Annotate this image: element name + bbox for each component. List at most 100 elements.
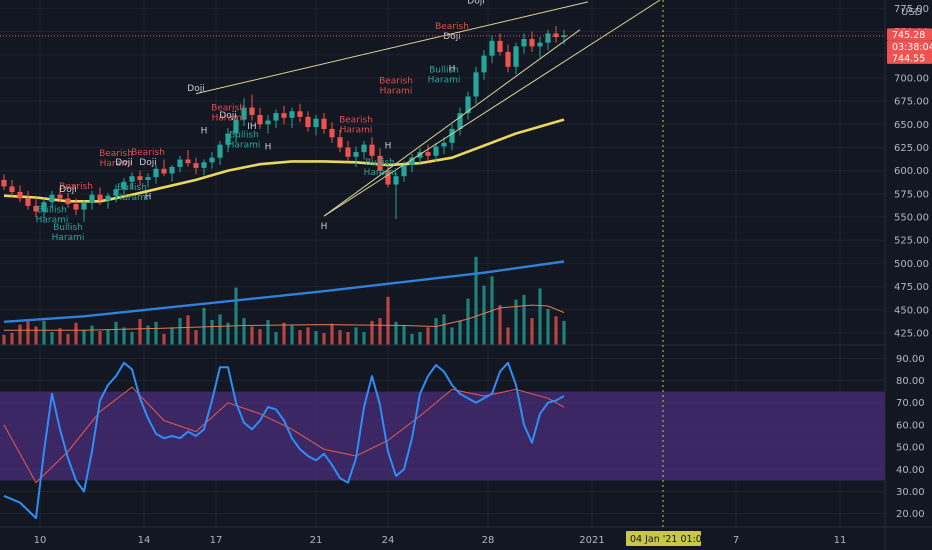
trend-line xyxy=(323,29,581,217)
candle-body xyxy=(281,113,287,118)
pattern-label-line: Bearish xyxy=(379,76,413,86)
stoch-tick-label: 40.00 xyxy=(896,465,925,476)
stoch-axis[interactable]: 90.00 80.00 70.00 60.00 50.00 40.00 30.00 20.00 xyxy=(896,354,925,520)
pattern-label-line: H xyxy=(321,222,328,232)
pattern-label-line: Harami xyxy=(380,86,413,96)
candle-body xyxy=(473,72,479,97)
candle-body xyxy=(313,118,319,128)
volume-bar xyxy=(402,325,406,345)
volume-bar xyxy=(42,320,46,345)
pattern-label-line: Bearish xyxy=(99,149,133,159)
volume-bar xyxy=(282,322,286,345)
pattern-label: H xyxy=(385,141,392,151)
prev-close-badge-bg xyxy=(887,51,932,64)
volume-bar xyxy=(74,322,78,345)
volume-bar xyxy=(194,330,198,345)
volume-bar xyxy=(2,334,6,345)
price-tick-label: 650.00 xyxy=(894,120,929,131)
candle-body xyxy=(9,186,15,192)
candle-body xyxy=(217,144,223,158)
candle-body xyxy=(433,146,439,156)
candle-body xyxy=(145,177,151,180)
pattern-label: Bearish xyxy=(131,148,165,158)
time-tick-label: 7 xyxy=(733,535,739,546)
pattern-label: Bearish xyxy=(435,22,469,32)
pattern-label-line: Bullish xyxy=(37,205,67,215)
pattern-label: Doji xyxy=(219,111,236,121)
candle-body xyxy=(57,194,63,199)
pattern-label: IH xyxy=(247,122,256,132)
pattern-label-line: Harami xyxy=(36,215,69,225)
candle-body xyxy=(297,111,303,117)
candle-body xyxy=(505,51,511,67)
pattern-label-line: Bullish xyxy=(53,223,83,233)
time-tick-label: 28 xyxy=(482,535,495,546)
volume-bar xyxy=(82,330,86,345)
pattern-label-line: Bearish xyxy=(435,22,469,32)
volume-bar xyxy=(50,332,54,345)
volume-bar xyxy=(442,314,446,345)
volume-bar xyxy=(274,332,278,345)
candle-body xyxy=(97,194,103,201)
candle-body xyxy=(465,96,471,114)
pattern-label: Bearish xyxy=(59,182,93,192)
candle-body xyxy=(425,152,431,156)
price-tick-label: 775.00 xyxy=(894,4,929,15)
candle-body xyxy=(361,144,367,153)
volume-bar xyxy=(554,316,558,345)
candle-body xyxy=(337,137,343,148)
pattern-label: Bearish Harami xyxy=(379,76,413,96)
volume-bar xyxy=(426,327,430,345)
pattern-label-line: Doji xyxy=(443,32,460,42)
time-tick-label: 2021 xyxy=(579,535,604,546)
currency-label: USD xyxy=(901,7,923,18)
candle-body xyxy=(529,38,535,47)
price-tick-label: 575.00 xyxy=(894,189,929,200)
volume-bar xyxy=(114,321,118,345)
volume-bar xyxy=(98,331,102,345)
volume-bar xyxy=(450,327,454,345)
volume-bar xyxy=(498,305,502,345)
pattern-label: Bullish Harami xyxy=(364,158,397,178)
pattern-label-line: Doji xyxy=(139,158,156,168)
candle-body xyxy=(489,40,495,56)
volume-bar xyxy=(138,319,142,345)
volume-bar xyxy=(354,327,358,345)
volume-bar xyxy=(322,332,326,345)
candle-body xyxy=(545,33,551,43)
time-tick-label: 10 xyxy=(34,535,47,546)
volume-bar xyxy=(386,296,390,345)
volume-bar xyxy=(530,318,534,345)
pattern-label-line: Bullish xyxy=(117,183,147,193)
candle-body xyxy=(49,194,55,203)
stoch-tick-label: 90.00 xyxy=(896,354,925,365)
pattern-label-line: Bearish xyxy=(59,182,93,192)
volume-bar xyxy=(146,325,150,345)
candle-body xyxy=(329,128,335,138)
stoch-tick-label: 50.00 xyxy=(896,443,925,454)
candle-body xyxy=(537,42,543,47)
volume-average-line xyxy=(4,304,565,331)
pattern-label-line: Harami xyxy=(100,159,133,169)
volume-bar xyxy=(266,319,270,345)
candle-body xyxy=(369,144,375,156)
time-axis[interactable]: 10 14 17 21 24 28 2021 7 11 xyxy=(34,535,847,546)
candle-body xyxy=(393,176,399,185)
volume-bar xyxy=(466,298,470,345)
time-tick-label: 14 xyxy=(138,535,151,546)
volume-bar xyxy=(218,314,222,345)
volume-bar xyxy=(210,319,214,345)
time-tick-label: 21 xyxy=(310,535,323,546)
pattern-label-line: Bullish xyxy=(429,65,459,75)
candle-body xyxy=(345,147,351,157)
candle-body xyxy=(241,107,247,120)
pattern-label-line: Bearish xyxy=(131,148,165,158)
candle-body xyxy=(209,157,215,163)
pattern-label: Doji xyxy=(59,185,76,195)
volume-bar xyxy=(298,330,302,345)
candle-body xyxy=(1,179,7,187)
volume-bar xyxy=(506,327,510,345)
pattern-label: Doji xyxy=(443,32,460,42)
